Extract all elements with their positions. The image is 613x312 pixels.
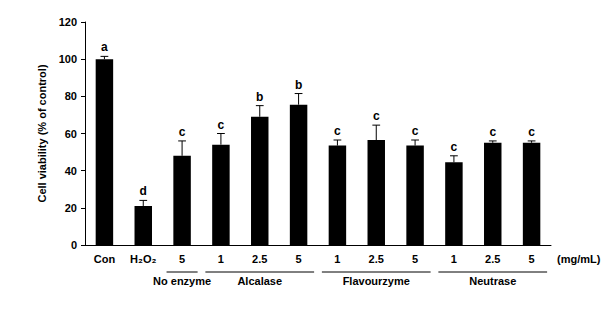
svg-text:20: 20 <box>65 202 77 214</box>
svg-text:b: b <box>295 78 302 92</box>
svg-text:c: c <box>179 125 186 139</box>
svg-text:Con: Con <box>94 253 116 265</box>
svg-text:Neutrase: Neutrase <box>469 275 516 287</box>
svg-text:1: 1 <box>218 253 224 265</box>
svg-text:b: b <box>256 90 263 104</box>
svg-text:0: 0 <box>71 239 77 251</box>
svg-text:80: 80 <box>65 90 77 102</box>
svg-text:2.5: 2.5 <box>252 253 267 265</box>
svg-text:2.5: 2.5 <box>369 253 384 265</box>
svg-text:c: c <box>412 124 419 138</box>
svg-text:c: c <box>334 124 341 138</box>
svg-text:2.5: 2.5 <box>485 253 500 265</box>
svg-text:No enzyme: No enzyme <box>153 275 211 287</box>
svg-text:100: 100 <box>59 53 77 65</box>
svg-text:5: 5 <box>529 253 535 265</box>
svg-text:c: c <box>373 109 380 123</box>
svg-text:(mg/mL): (mg/mL) <box>557 253 601 265</box>
svg-text:Alcalase: Alcalase <box>237 275 282 287</box>
svg-text:5: 5 <box>179 253 185 265</box>
svg-text:40: 40 <box>65 165 77 177</box>
svg-text:a: a <box>101 40 108 54</box>
svg-text:c: c <box>528 125 535 139</box>
svg-text:Flavourzyme: Flavourzyme <box>343 275 410 287</box>
svg-text:5: 5 <box>412 253 418 265</box>
svg-text:c: c <box>218 118 225 132</box>
svg-text:5: 5 <box>296 253 302 265</box>
svg-text:1: 1 <box>451 253 457 265</box>
svg-text:120: 120 <box>59 16 77 28</box>
svg-text:H₂O₂: H₂O₂ <box>130 253 156 265</box>
svg-text:1: 1 <box>334 253 340 265</box>
svg-text:c: c <box>451 140 458 154</box>
svg-text:d: d <box>140 184 147 198</box>
svg-text:c: c <box>489 125 496 139</box>
svg-text:Cell viability (% of control): Cell viability (% of control) <box>36 64 48 202</box>
svg-text:60: 60 <box>65 128 77 140</box>
